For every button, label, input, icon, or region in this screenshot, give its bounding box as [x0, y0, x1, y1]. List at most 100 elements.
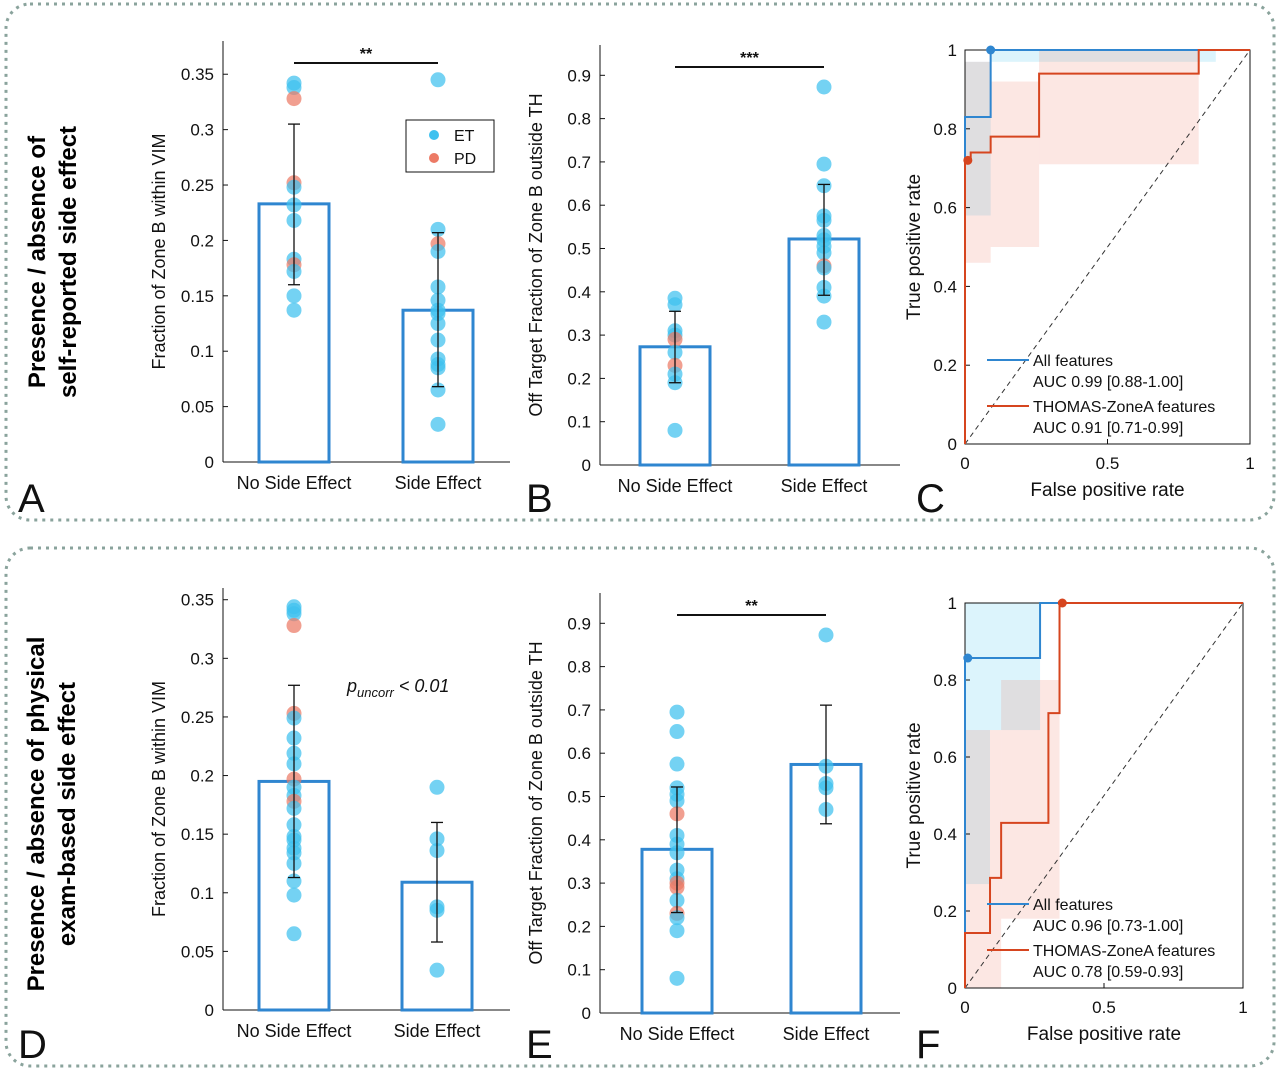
y-tick-label: 0.4	[567, 283, 591, 302]
y-tick-label: 0.35	[181, 65, 214, 84]
y-axis-label: Fraction of Zone B within VIM	[149, 681, 169, 917]
panel-letter-e: E	[526, 1023, 553, 1067]
data-point-et	[286, 288, 302, 304]
panel-d: 0 0.05 0.1 0.15 0.2 0.25 0.3 0.35 Fraction of Zo…	[149, 588, 510, 1041]
y-tick-label: 0.6	[933, 199, 957, 218]
roc-curve-thomas-zonea	[964, 602, 1243, 988]
y-tick-label: 0.1	[567, 413, 591, 432]
x-tick-label: 0.5	[1096, 454, 1120, 473]
data-point-et	[286, 302, 302, 318]
y-tick-label: 0.4	[933, 277, 957, 296]
row-title-bottom-line2: exam-based side effect	[54, 682, 81, 946]
operating-point	[1057, 598, 1067, 608]
data-point-et	[669, 923, 685, 939]
data-point-et	[667, 297, 683, 313]
y-tick-label: 0.8	[933, 120, 957, 139]
data-point-et	[286, 606, 302, 622]
confidence-band	[1039, 50, 1199, 165]
legend-auc: AUC 0.78 [0.59-0.93]	[1033, 964, 1183, 981]
panel-c: 0 0.5 1 0 0.2 0.4 0.6 0.8 1 False positive rate Tr…	[904, 41, 1255, 501]
panel-b: 0 0.1 0.2 0.3 0.4 0.5 0.6 0.7 0.8 0.9 Off Target F…	[526, 45, 900, 496]
data-point-et	[816, 288, 832, 304]
x-axis-label: False positive rate	[1027, 1024, 1181, 1045]
data-point-et	[816, 314, 832, 330]
y-tick-label: 0.2	[567, 369, 591, 388]
data-point-et	[816, 156, 832, 172]
legend-marker-pd	[429, 153, 439, 163]
data-point-et	[430, 72, 446, 88]
row-title-bottom-line1: Presence / absence of physical	[23, 637, 50, 992]
data-point-pd	[286, 91, 302, 107]
y-tick-label: 0.05	[181, 398, 214, 417]
y-tick-label: 0.8	[567, 110, 591, 129]
operating-point	[986, 45, 996, 55]
x-axis-label: False positive rate	[1030, 480, 1184, 501]
y-tick-label: 0.05	[181, 942, 214, 961]
y-tick-label: 0	[582, 1004, 591, 1023]
data-point-et	[816, 79, 832, 95]
y-tick-label: 0.2	[190, 767, 214, 786]
y-tick-label: 1	[948, 594, 957, 613]
y-tick-label: 0.3	[567, 874, 591, 893]
data-point-et	[286, 926, 302, 942]
data-point-et	[669, 910, 685, 926]
data-point-et	[286, 80, 302, 96]
x-tick-label: 0	[960, 998, 969, 1017]
y-tick-label: 0.9	[567, 66, 591, 85]
confidence-band	[990, 81, 1040, 248]
data-point-et	[669, 970, 685, 986]
y-tick-label: 0.25	[181, 708, 214, 727]
x-tick-label: 1	[1245, 454, 1254, 473]
x-tick-label: No Side Effect	[620, 1024, 735, 1044]
panel-letter-c: C	[916, 477, 945, 521]
row-title-top-line1: Presence / absence of	[24, 135, 51, 388]
legend-name: THOMAS-ZoneA features	[1033, 943, 1215, 960]
legend-box	[405, 119, 495, 173]
y-tick-label: 0.6	[567, 744, 591, 763]
y-tick-label: 1	[948, 41, 957, 60]
confidence-band	[1001, 680, 1060, 919]
y-tick-label: 0.2	[933, 902, 957, 921]
y-tick-label: 0	[205, 453, 214, 472]
confidence-band	[965, 61, 991, 216]
panel-a: 0 0.05 0.1 0.15 0.2 0.25 0.3 0.35 Fraction of Zo…	[149, 41, 510, 493]
legend-auc: AUC 0.99 [0.88-1.00]	[1033, 374, 1183, 391]
data-point-pd	[286, 618, 302, 634]
x-tick-label: No Side Effect	[618, 476, 733, 496]
y-tick-label: 0.2	[190, 231, 214, 250]
significance-stars: ***	[740, 50, 759, 67]
y-tick-label: 0.1	[567, 961, 591, 980]
x-tick-label: No Side Effect	[237, 1021, 352, 1041]
y-tick-label: 0.6	[567, 196, 591, 215]
row-frame-top	[4, 2, 1276, 522]
y-tick-label: 0.15	[181, 825, 214, 844]
y-tick-label: 0.3	[190, 121, 214, 140]
significance-stars: **	[745, 598, 758, 615]
row-title-top-line2: self-reported side effect	[55, 126, 82, 398]
y-tick-label: 0.7	[567, 153, 591, 172]
confidence-band	[965, 730, 1002, 988]
chance-diagonal	[964, 49, 1251, 445]
y-tick-label: 0	[582, 456, 591, 475]
legend-name: All features	[1033, 353, 1113, 370]
data-point-et	[286, 887, 302, 903]
y-axis-label: True positive rate	[904, 722, 925, 868]
confidence-band	[990, 603, 1041, 731]
data-point-et	[429, 962, 445, 978]
y-axis-label: Off Target Fraction of Zone B outside TH	[526, 641, 546, 964]
panel-letter-f: F	[916, 1023, 940, 1067]
data-point-et	[429, 779, 445, 795]
y-tick-label: 0.8	[567, 658, 591, 677]
x-tick-label: Side Effect	[394, 1021, 481, 1041]
legend-label-et: ET	[454, 128, 475, 145]
y-tick-label: 0.4	[933, 825, 957, 844]
data-point-et	[667, 422, 683, 438]
legend-auc: AUC 0.91 [0.71-0.99]	[1033, 420, 1183, 437]
y-tick-label: 0.9	[567, 614, 591, 633]
y-tick-label: 0.4	[567, 831, 591, 850]
x-tick-label: Side Effect	[395, 473, 482, 493]
panel-letter-d: D	[18, 1023, 47, 1067]
chance-diagonal	[964, 602, 1244, 989]
data-point-et	[669, 756, 685, 772]
